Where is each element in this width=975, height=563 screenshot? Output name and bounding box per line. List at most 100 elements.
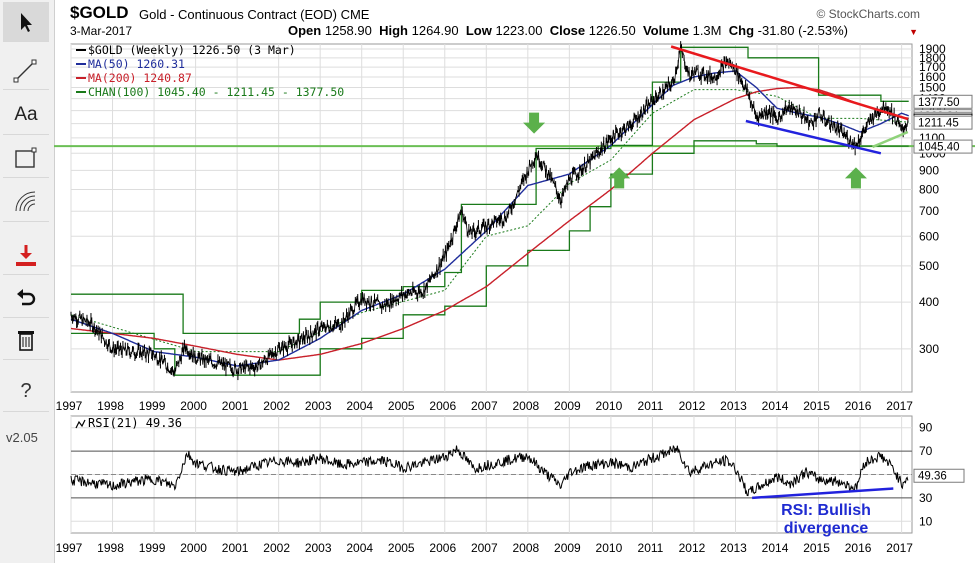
rsi-x-tick: 1998 xyxy=(97,541,124,555)
price-x-tick: 2011 xyxy=(638,399,664,413)
delete-button[interactable] xyxy=(3,320,49,360)
rsi-y-tick: 70 xyxy=(919,444,933,458)
rsi-x-tick: 2005 xyxy=(388,541,415,555)
rsi-x-tick: 2012 xyxy=(679,541,706,555)
rsi-x-tick: 2006 xyxy=(429,541,456,555)
rsi-x-tick: 2015 xyxy=(803,541,830,555)
save-chart-button[interactable] xyxy=(3,235,49,275)
channel-upper-line xyxy=(71,46,909,335)
ohlc-summary: Open 1258.90 High 1264.90 Low 1223.00 Cl… xyxy=(288,23,848,38)
price-x-tick: 2013 xyxy=(720,399,747,413)
price-x-tick: 2004 xyxy=(346,399,373,413)
down-arrow-marker xyxy=(523,112,546,134)
price-x-tick: 2007 xyxy=(471,399,498,413)
price-x-tick: 2002 xyxy=(263,399,290,413)
up-arrow-marker xyxy=(608,167,631,189)
up-arrow-marker xyxy=(844,167,867,189)
rising-trendline xyxy=(872,130,909,149)
stockcharts-brand[interactable]: © StockCharts.com xyxy=(816,7,920,21)
price-x-tick: 2012 xyxy=(679,399,706,413)
rsi-x-tick: 1999 xyxy=(139,541,166,555)
price-x-tick: 1997 xyxy=(56,399,83,413)
price-y-tick: 900 xyxy=(919,163,939,177)
rsi-x-tick: 2016 xyxy=(845,541,872,555)
chevron-down-icon[interactable]: ▼ xyxy=(909,27,918,37)
value-label: 1045.40 xyxy=(913,139,973,154)
help-icon: ? xyxy=(20,380,32,402)
price-x-tick: 1999 xyxy=(139,399,166,413)
high-label: High xyxy=(379,23,408,38)
open-value: 1258.90 xyxy=(324,23,372,38)
help-button[interactable]: ? xyxy=(3,372,49,412)
rsi-x-tick: 2009 xyxy=(554,541,581,555)
rsi-legend-icon xyxy=(75,419,86,429)
rsi-line xyxy=(70,444,909,497)
price-y-tick: 500 xyxy=(919,259,939,273)
text-tool-button[interactable]: Aa xyxy=(3,95,49,135)
price-x-tick: 2000 xyxy=(180,399,207,413)
pointer-tool-button[interactable] xyxy=(3,2,49,42)
price-x-tick: 2010 xyxy=(596,399,623,413)
rsi-y-tick: 30 xyxy=(919,491,933,505)
value-label-box xyxy=(913,139,973,154)
change-label: Chg xyxy=(728,23,755,38)
rsi-value-box xyxy=(913,468,965,483)
rsi-y-tick: 10 xyxy=(919,514,933,528)
rsi-x-tick: 2017 xyxy=(886,541,913,555)
price-panel: 3004005006007008009001000110012001300140… xyxy=(54,41,975,413)
rsi-x-tick: 2007 xyxy=(471,541,498,555)
price-x-tick: 2008 xyxy=(512,399,539,413)
legend-entry: MA(200) 1240.87 xyxy=(88,71,192,85)
rectangle-tool-button[interactable] xyxy=(3,138,49,178)
rsi-x-tick: 2004 xyxy=(346,541,373,555)
legend-entry: CHAN(100) 1045.40 - 1211.45 - 1377.50 xyxy=(88,85,344,99)
symbol-title: $GOLD xyxy=(70,3,129,22)
price-y-tick: 300 xyxy=(919,342,939,356)
legend-entry: MA(50) 1260.31 xyxy=(88,57,185,71)
rsi-x-tick: 2014 xyxy=(762,541,789,555)
undo-button[interactable] xyxy=(3,278,49,318)
chart-header: $GOLD Gold - Continuous Contract (EOD) C… xyxy=(70,0,920,44)
cursor-arrow-icon xyxy=(21,12,32,32)
low-label: Low xyxy=(465,23,492,38)
rsi-annotation: divergence xyxy=(784,520,869,537)
rsi-x-tick: 2001 xyxy=(222,541,249,555)
price-y-tick: 1900 xyxy=(919,42,946,56)
price-y-tick: 600 xyxy=(919,229,939,243)
resistance-trendline xyxy=(670,45,909,121)
price-y-tick: 800 xyxy=(919,183,939,197)
line-tool-button[interactable] xyxy=(3,50,49,90)
rsi-annotation: RSI: Bullish xyxy=(781,502,871,519)
arc-tool-button[interactable] xyxy=(3,182,49,222)
rsi-x-tick: 2008 xyxy=(512,541,539,555)
ma200-line xyxy=(70,86,909,361)
rsi-x-tick: 2002 xyxy=(263,541,290,555)
legend-entry: $GOLD (Weekly) 1226.50 (3 Mar) xyxy=(88,43,296,57)
value-label-box xyxy=(913,115,973,130)
high-value: 1264.90 xyxy=(411,23,459,38)
line-tool-icon xyxy=(13,59,37,82)
rsi-x-tick: 2011 xyxy=(638,541,664,555)
channel-lower-line xyxy=(71,140,909,376)
value-label-text: 1045.40 xyxy=(918,142,960,154)
download-icon xyxy=(16,244,36,266)
channel-middle-line xyxy=(70,89,909,353)
text-tool-icon: Aa xyxy=(14,103,38,125)
value-label: 1377.50 xyxy=(913,94,973,109)
value-label-box xyxy=(913,94,973,109)
rsi-x-tick: 1997 xyxy=(56,541,83,555)
price-x-tick: 2006 xyxy=(429,399,456,413)
low-value: 1223.00 xyxy=(495,23,543,38)
price-x-tick: 2017 xyxy=(886,399,913,413)
price-y-tick: 1500 xyxy=(919,80,946,94)
price-x-tick: 2005 xyxy=(388,399,415,413)
rsi-x-tick: 2013 xyxy=(720,541,747,555)
price-y-tick: 1800 xyxy=(919,51,946,65)
rectangle-tool-icon xyxy=(15,147,37,168)
price-x-tick: 2009 xyxy=(554,399,581,413)
price-line xyxy=(70,44,909,376)
value-label-text: 1377.50 xyxy=(918,97,960,109)
change-value: -31.80 (-2.53%) xyxy=(757,23,848,38)
support-trendline xyxy=(745,119,882,155)
